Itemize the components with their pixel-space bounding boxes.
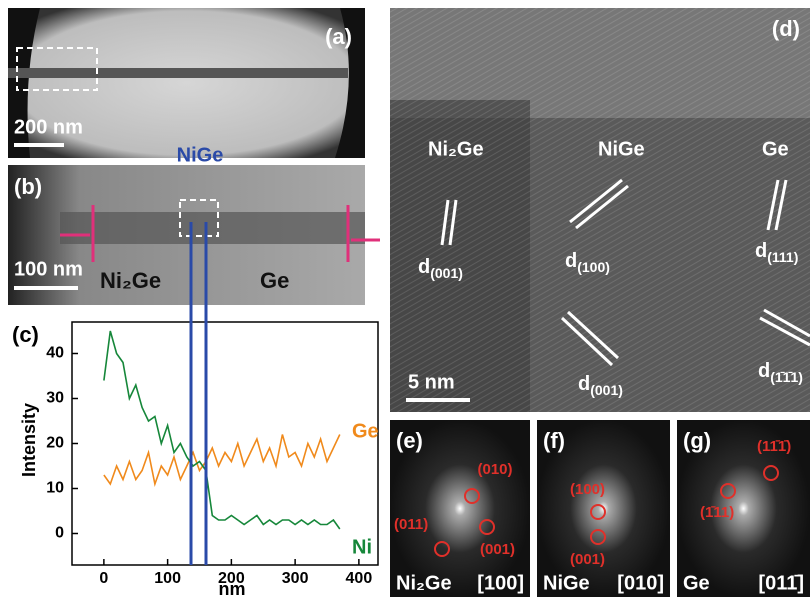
scale-text: 5 nm <box>408 371 455 393</box>
y-tick-label: 10 <box>46 480 64 497</box>
spot-label: (100) <box>570 481 605 498</box>
series-label: Ge <box>352 420 379 442</box>
y-tick-label: 0 <box>55 525 64 542</box>
page: (a) 200 nm (b) NiGe 100 nm Ni₂Ge Ge (c) … <box>0 0 810 597</box>
panel-label: (f) <box>543 428 565 453</box>
series-label: Ni <box>352 536 372 558</box>
y-tick-label: 30 <box>46 390 64 407</box>
x-tick-label: 300 <box>282 570 309 587</box>
spot-label: (001) <box>480 541 515 558</box>
panel-label: (d) <box>772 16 800 41</box>
spot-label: (11̄1̄) <box>757 438 791 455</box>
nanowire <box>8 68 348 78</box>
spot-label: (1̄11) <box>700 504 734 521</box>
phase-label: Ge <box>683 572 710 594</box>
scale-text: 100 nm <box>14 258 83 280</box>
panel-e: (e) (010) (011) (001) Ni₂Ge [100] <box>390 420 530 597</box>
phase-label: Ni₂Ge <box>428 138 484 160</box>
y-tick-label: 20 <box>46 435 64 452</box>
panel-f: (f) (100) (001) NiGe [010] <box>537 420 670 597</box>
panel-label: (c) <box>12 322 39 347</box>
panel-label: (a) <box>325 24 352 49</box>
x-tick-label: 200 <box>218 570 245 587</box>
panel-label: (e) <box>396 428 423 453</box>
phase-label: Ni₂Ge <box>100 268 161 293</box>
phase-label: Ge <box>762 138 789 160</box>
x-tick-label: 0 <box>99 570 108 587</box>
panel-a: (a) 200 nm <box>8 8 365 158</box>
phase-label: Ni₂Ge <box>396 572 452 594</box>
x-tick-label: 400 <box>346 570 373 587</box>
nanowire <box>60 212 365 244</box>
spot-label: (001) <box>570 551 605 568</box>
spot-label: (011) <box>394 516 428 533</box>
y-tick-label: 40 <box>46 345 64 362</box>
panel-b: (b) NiGe 100 nm Ni₂Ge Ge <box>8 144 380 305</box>
zone-label: [100] <box>477 572 524 594</box>
panel-g: (g) (11̄1̄) (1̄11) Ge [011̄] <box>677 420 810 597</box>
figure: (a) 200 nm (b) NiGe 100 nm Ni₂Ge Ge (c) … <box>0 0 810 597</box>
zone-label: [010] <box>617 572 664 594</box>
panel-label: (g) <box>683 428 711 453</box>
plot-frame <box>72 322 378 565</box>
scale-text: 200 nm <box>14 116 83 138</box>
x-tick-label: 100 <box>154 570 181 587</box>
panel-label: (b) <box>14 174 42 199</box>
zone-label: [011̄] <box>758 572 804 594</box>
phase-label: NiGe <box>598 138 645 160</box>
y-axis-label: Intensity <box>19 403 39 477</box>
region-label: NiGe <box>177 144 224 166</box>
phase-label: NiGe <box>543 572 590 594</box>
panel-d: (d) Ni₂Ge NiGe Ge d(001) d(100) d(111) d… <box>390 8 810 412</box>
spot-label: (010) <box>477 461 512 478</box>
phase-label: Ge <box>260 268 289 293</box>
